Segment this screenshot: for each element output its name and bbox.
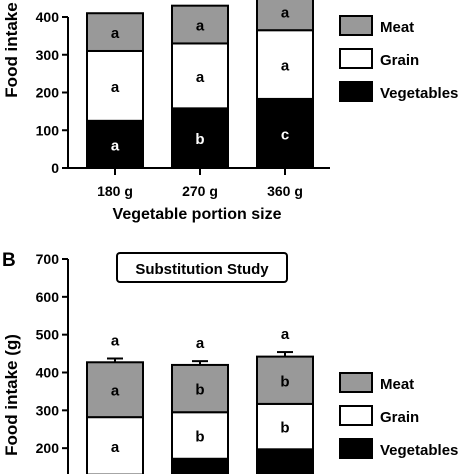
b-bar-letter: b (195, 382, 204, 399)
a-bar-letter: a (281, 4, 290, 21)
panel-a: Food intake 0 100 200 300 400 a a a b a a c a a 180 … (2, 0, 458, 223)
b-y-tick-label: 600 (36, 289, 60, 305)
b-total-letter: a (111, 333, 120, 350)
a-legend-swatch-vegetable (339, 81, 373, 102)
b-legend-swatch-vegetable (339, 438, 373, 459)
panel-b: B Substitution Study Food intake (g) 200… (2, 250, 458, 474)
b-y-tick-label: 200 (36, 440, 60, 456)
b-y-tick-label: 400 (36, 365, 60, 381)
b-bar-letter: a (111, 439, 120, 456)
a-legend-swatch-grain (339, 48, 373, 69)
a-x-tick-label: 180 g (97, 183, 133, 199)
panel-a-y-axis-label: Food intake (2, 2, 21, 97)
a-bar-meat (86, 12, 144, 52)
b-total-letter: a (281, 326, 290, 343)
a-bar-letter: a (281, 58, 290, 75)
b-legend-swatch-meat (339, 372, 373, 393)
a-bar-meat (256, 0, 314, 32)
a-bar-letter: a (111, 79, 120, 96)
panel-a-y-ticks: 0 100 200 300 400 (36, 9, 69, 176)
b-bar-letter: a (111, 383, 120, 400)
a-legend-label: Grain (380, 52, 419, 69)
a-bar-letter: a (196, 18, 205, 35)
a-bar-letter: c (281, 126, 289, 143)
b-legend-label: Grain (380, 409, 419, 426)
a-y-tick-label: 0 (51, 160, 59, 176)
b-bar-letter: b (280, 420, 289, 437)
panel-a-legend: Meat Grain Vegetables (339, 15, 458, 102)
b-legend-label: Vegetables (380, 442, 458, 459)
a-y-tick-label: 100 (36, 122, 60, 138)
a-legend-label: Meat (380, 19, 414, 36)
panel-b-legend: Meat Grain Vegetables (339, 372, 458, 459)
b-bar-meat (86, 361, 144, 419)
a-legend-swatch-meat (339, 15, 373, 36)
b-bar-meat (256, 355, 314, 405)
a-bar-letter: a (196, 69, 205, 86)
a-y-tick-label: 200 (36, 85, 60, 101)
b-bar-vegetable (171, 457, 229, 474)
a-bar-grain (171, 42, 229, 110)
a-bar-grain (256, 29, 314, 100)
a-bar-letter: b (195, 131, 204, 148)
b-y-tick-label: 700 (36, 251, 60, 267)
b-bar-grain (86, 416, 144, 474)
a-y-tick-label: 300 (36, 47, 60, 63)
panel-b-bars: a a a b b a b b a (86, 326, 314, 474)
b-bar-letter: b (280, 373, 289, 390)
panel-b-label: B (2, 250, 16, 271)
a-legend-label: Vegetables (380, 85, 458, 102)
panel-a-x-axis-label: Vegetable portion size (113, 206, 282, 223)
panel-b-y-axis-label: Food intake (g) (2, 334, 21, 456)
panel-b-title-box (116, 252, 288, 283)
a-bar-letter: a (111, 137, 120, 154)
a-bar-letter: a (111, 25, 120, 42)
b-bar-vegetable (256, 448, 314, 474)
b-legend-label: Meat (380, 376, 414, 393)
a-bar-grain (86, 49, 144, 122)
b-total-letter: a (196, 335, 205, 352)
b-bar-grain (171, 411, 229, 460)
a-y-tick-label: 400 (36, 9, 60, 25)
b-legend-swatch-grain (339, 405, 373, 426)
a-x-tick-label: 270 g (182, 183, 218, 199)
a-x-tick-label: 360 g (267, 183, 303, 199)
panel-b-title: Substitution Study (135, 261, 269, 278)
b-y-tick-label: 300 (36, 402, 60, 418)
panel-a-bars: a a a b a a c a a (86, 0, 314, 170)
b-bar-letter: b (195, 428, 204, 445)
panel-b-y-ticks: 200 300 400 500 600 700 (36, 251, 69, 474)
b-y-tick-label: 500 (36, 327, 60, 343)
panel-a-x-ticks: 180 g 270 g 360 g (68, 167, 330, 199)
a-bar-meat (171, 4, 229, 45)
a-bar-vegetable (256, 97, 314, 169)
